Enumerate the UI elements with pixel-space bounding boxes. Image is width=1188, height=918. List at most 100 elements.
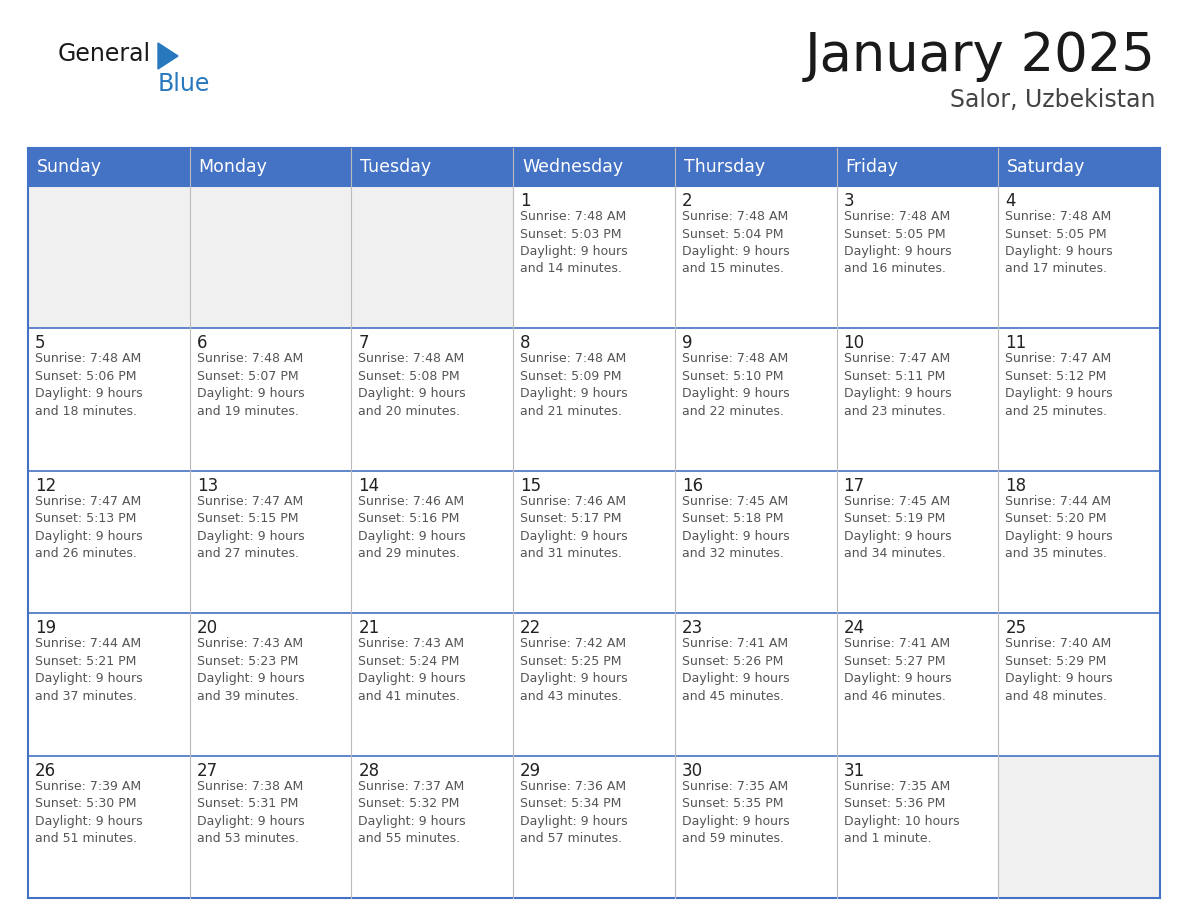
Bar <box>352 148 513 186</box>
Text: 3: 3 <box>843 192 854 210</box>
Text: January 2025: January 2025 <box>805 30 1156 82</box>
Bar <box>190 613 352 756</box>
Text: Sunrise: 7:48 AM
Sunset: 5:05 PM
Daylight: 9 hours
and 17 minutes.: Sunrise: 7:48 AM Sunset: 5:05 PM Dayligh… <box>1005 210 1113 275</box>
Bar <box>29 471 190 613</box>
Text: Sunrise: 7:40 AM
Sunset: 5:29 PM
Daylight: 9 hours
and 48 minutes.: Sunrise: 7:40 AM Sunset: 5:29 PM Dayligh… <box>1005 637 1113 702</box>
Text: Sunrise: 7:35 AM
Sunset: 5:36 PM
Daylight: 10 hours
and 1 minute.: Sunrise: 7:35 AM Sunset: 5:36 PM Dayligh… <box>843 779 959 845</box>
Text: Sunrise: 7:48 AM
Sunset: 5:07 PM
Daylight: 9 hours
and 19 minutes.: Sunrise: 7:48 AM Sunset: 5:07 PM Dayligh… <box>197 353 304 418</box>
Text: Sunrise: 7:48 AM
Sunset: 5:08 PM
Daylight: 9 hours
and 20 minutes.: Sunrise: 7:48 AM Sunset: 5:08 PM Dayligh… <box>359 353 466 418</box>
Text: Sunrise: 7:47 AM
Sunset: 5:11 PM
Daylight: 9 hours
and 23 minutes.: Sunrise: 7:47 AM Sunset: 5:11 PM Dayligh… <box>843 353 952 418</box>
Text: Sunrise: 7:42 AM
Sunset: 5:25 PM
Daylight: 9 hours
and 43 minutes.: Sunrise: 7:42 AM Sunset: 5:25 PM Dayligh… <box>520 637 627 702</box>
Text: Sunrise: 7:47 AM
Sunset: 5:13 PM
Daylight: 9 hours
and 26 minutes.: Sunrise: 7:47 AM Sunset: 5:13 PM Dayligh… <box>34 495 143 560</box>
Text: Sunrise: 7:48 AM
Sunset: 5:04 PM
Daylight: 9 hours
and 15 minutes.: Sunrise: 7:48 AM Sunset: 5:04 PM Dayligh… <box>682 210 790 275</box>
Text: Sunrise: 7:48 AM
Sunset: 5:10 PM
Daylight: 9 hours
and 22 minutes.: Sunrise: 7:48 AM Sunset: 5:10 PM Dayligh… <box>682 353 790 418</box>
Bar <box>352 186 513 329</box>
Bar <box>998 471 1159 613</box>
Bar <box>190 186 352 329</box>
Bar <box>675 186 836 329</box>
Bar <box>675 471 836 613</box>
Text: 31: 31 <box>843 762 865 779</box>
Text: Tuesday: Tuesday <box>360 158 431 176</box>
Text: Sunrise: 7:44 AM
Sunset: 5:21 PM
Daylight: 9 hours
and 37 minutes.: Sunrise: 7:44 AM Sunset: 5:21 PM Dayligh… <box>34 637 143 702</box>
Text: Sunrise: 7:41 AM
Sunset: 5:27 PM
Daylight: 9 hours
and 46 minutes.: Sunrise: 7:41 AM Sunset: 5:27 PM Dayligh… <box>843 637 952 702</box>
Text: Sunrise: 7:48 AM
Sunset: 5:05 PM
Daylight: 9 hours
and 16 minutes.: Sunrise: 7:48 AM Sunset: 5:05 PM Dayligh… <box>843 210 952 275</box>
Bar <box>352 329 513 471</box>
Bar <box>836 471 998 613</box>
Text: 5: 5 <box>34 334 45 353</box>
Text: 6: 6 <box>197 334 207 353</box>
Bar <box>998 613 1159 756</box>
Text: Sunrise: 7:35 AM
Sunset: 5:35 PM
Daylight: 9 hours
and 59 minutes.: Sunrise: 7:35 AM Sunset: 5:35 PM Dayligh… <box>682 779 790 845</box>
Text: 8: 8 <box>520 334 531 353</box>
Text: 7: 7 <box>359 334 369 353</box>
Bar <box>352 613 513 756</box>
Bar <box>29 148 190 186</box>
Bar <box>836 148 998 186</box>
Text: Sunrise: 7:37 AM
Sunset: 5:32 PM
Daylight: 9 hours
and 55 minutes.: Sunrise: 7:37 AM Sunset: 5:32 PM Dayligh… <box>359 779 466 845</box>
Text: Sunrise: 7:38 AM
Sunset: 5:31 PM
Daylight: 9 hours
and 53 minutes.: Sunrise: 7:38 AM Sunset: 5:31 PM Dayligh… <box>197 779 304 845</box>
Bar <box>352 471 513 613</box>
Bar <box>29 148 1159 898</box>
Text: 21: 21 <box>359 620 380 637</box>
Text: Sunrise: 7:45 AM
Sunset: 5:19 PM
Daylight: 9 hours
and 34 minutes.: Sunrise: 7:45 AM Sunset: 5:19 PM Dayligh… <box>843 495 952 560</box>
Bar <box>513 471 675 613</box>
Text: 16: 16 <box>682 476 703 495</box>
Bar <box>836 613 998 756</box>
Bar <box>29 613 190 756</box>
Text: 19: 19 <box>34 620 56 637</box>
Bar <box>998 756 1159 898</box>
Text: Monday: Monday <box>198 158 267 176</box>
Bar <box>998 186 1159 329</box>
Text: Sunrise: 7:45 AM
Sunset: 5:18 PM
Daylight: 9 hours
and 32 minutes.: Sunrise: 7:45 AM Sunset: 5:18 PM Dayligh… <box>682 495 790 560</box>
Bar <box>190 148 352 186</box>
Bar <box>190 471 352 613</box>
Bar <box>513 186 675 329</box>
Text: 2: 2 <box>682 192 693 210</box>
Text: 4: 4 <box>1005 192 1016 210</box>
Text: 12: 12 <box>34 476 56 495</box>
Text: Sunrise: 7:46 AM
Sunset: 5:16 PM
Daylight: 9 hours
and 29 minutes.: Sunrise: 7:46 AM Sunset: 5:16 PM Dayligh… <box>359 495 466 560</box>
Text: 14: 14 <box>359 476 379 495</box>
Text: Sunday: Sunday <box>37 158 102 176</box>
Bar <box>675 613 836 756</box>
Bar <box>190 329 352 471</box>
Text: 29: 29 <box>520 762 542 779</box>
Text: Sunrise: 7:39 AM
Sunset: 5:30 PM
Daylight: 9 hours
and 51 minutes.: Sunrise: 7:39 AM Sunset: 5:30 PM Dayligh… <box>34 779 143 845</box>
Bar <box>29 329 190 471</box>
Polygon shape <box>158 43 178 69</box>
Bar <box>29 186 190 329</box>
Text: Sunrise: 7:44 AM
Sunset: 5:20 PM
Daylight: 9 hours
and 35 minutes.: Sunrise: 7:44 AM Sunset: 5:20 PM Dayligh… <box>1005 495 1113 560</box>
Text: 11: 11 <box>1005 334 1026 353</box>
Text: Sunrise: 7:47 AM
Sunset: 5:12 PM
Daylight: 9 hours
and 25 minutes.: Sunrise: 7:47 AM Sunset: 5:12 PM Dayligh… <box>1005 353 1113 418</box>
Bar <box>998 148 1159 186</box>
Bar <box>675 148 836 186</box>
Text: 26: 26 <box>34 762 56 779</box>
Text: Wednesday: Wednesday <box>523 158 624 176</box>
Text: Sunrise: 7:41 AM
Sunset: 5:26 PM
Daylight: 9 hours
and 45 minutes.: Sunrise: 7:41 AM Sunset: 5:26 PM Dayligh… <box>682 637 790 702</box>
Text: 10: 10 <box>843 334 865 353</box>
Text: 13: 13 <box>197 476 217 495</box>
Text: Sunrise: 7:48 AM
Sunset: 5:06 PM
Daylight: 9 hours
and 18 minutes.: Sunrise: 7:48 AM Sunset: 5:06 PM Dayligh… <box>34 353 143 418</box>
Bar <box>352 756 513 898</box>
Text: 25: 25 <box>1005 620 1026 637</box>
Text: 20: 20 <box>197 620 217 637</box>
Text: Sunrise: 7:47 AM
Sunset: 5:15 PM
Daylight: 9 hours
and 27 minutes.: Sunrise: 7:47 AM Sunset: 5:15 PM Dayligh… <box>197 495 304 560</box>
Bar <box>513 613 675 756</box>
Text: 18: 18 <box>1005 476 1026 495</box>
Text: Thursday: Thursday <box>684 158 765 176</box>
Text: 23: 23 <box>682 620 703 637</box>
Bar <box>29 756 190 898</box>
Text: Sunrise: 7:48 AM
Sunset: 5:03 PM
Daylight: 9 hours
and 14 minutes.: Sunrise: 7:48 AM Sunset: 5:03 PM Dayligh… <box>520 210 627 275</box>
Bar <box>836 186 998 329</box>
Bar <box>190 756 352 898</box>
Text: Saturday: Saturday <box>1007 158 1086 176</box>
Text: Sunrise: 7:43 AM
Sunset: 5:24 PM
Daylight: 9 hours
and 41 minutes.: Sunrise: 7:43 AM Sunset: 5:24 PM Dayligh… <box>359 637 466 702</box>
Text: 27: 27 <box>197 762 217 779</box>
Bar <box>675 329 836 471</box>
Text: Salor, Uzbekistan: Salor, Uzbekistan <box>950 88 1156 112</box>
Text: 24: 24 <box>843 620 865 637</box>
Text: 15: 15 <box>520 476 542 495</box>
Text: Friday: Friday <box>846 158 898 176</box>
Text: Blue: Blue <box>158 72 210 96</box>
Text: 9: 9 <box>682 334 693 353</box>
